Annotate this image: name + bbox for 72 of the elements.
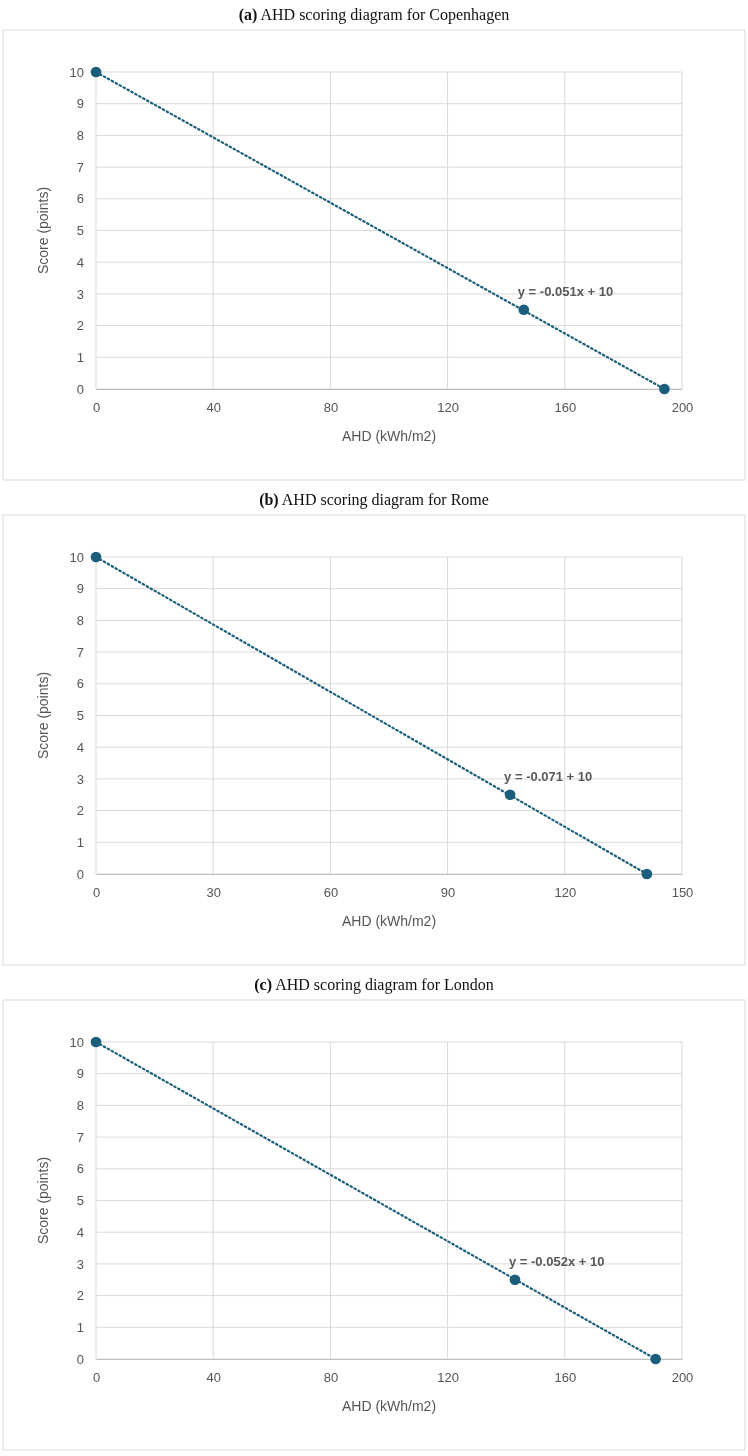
y-tick-label: 6	[76, 1161, 84, 1177]
y-tick-label: 10	[69, 549, 84, 565]
y-axis-title: Score (points)	[35, 186, 51, 275]
annotation: y = -0.052x + 10	[508, 1253, 605, 1269]
y-axis-title: Score (points)	[35, 1156, 51, 1245]
y-tick-label: 6	[76, 191, 84, 207]
x-tick-label: 150	[671, 885, 694, 901]
y-tick-label: 1	[76, 349, 84, 365]
y-tick-label: 6	[76, 676, 84, 692]
x-tick-label: 0	[92, 1370, 101, 1386]
y-tick-label: 10	[69, 64, 84, 80]
x-axis-title: AHD (kWh/m2)	[341, 428, 437, 444]
y-tick-label: 5	[76, 708, 84, 724]
y-tick-label: 4	[76, 254, 84, 270]
y-axis-title: Score (points)	[35, 671, 51, 760]
y-tick-label: 7	[76, 1129, 84, 1145]
x-tick-label: 120	[554, 885, 577, 901]
x-axis-title: AHD (kWh/m2)	[341, 913, 437, 929]
y-tick-label: 3	[76, 771, 84, 787]
y-tick-label: 7	[76, 159, 84, 175]
y-tick-label: 2	[76, 1288, 84, 1304]
y-tick-label: 10	[69, 1034, 84, 1050]
point	[650, 1353, 661, 1365]
chart-title: (c) AHD scoring diagram for London	[254, 976, 494, 994]
annotation: y = -0.051x + 10	[517, 283, 614, 299]
x-tick-label: 120	[437, 1370, 459, 1386]
x-tick-label: 90	[440, 885, 456, 901]
x-tick-label: 200	[671, 1370, 694, 1386]
x-axis-title: AHD (kWh/m2)	[341, 1398, 437, 1414]
y-tick-label: 0	[76, 1351, 84, 1367]
x-tick-label: 30	[206, 885, 221, 901]
y-tick-label: 4	[76, 1224, 84, 1240]
point	[641, 868, 653, 880]
x-tick-label: 160	[554, 1370, 577, 1386]
point	[509, 1274, 521, 1286]
x-tick-label: 120	[437, 400, 459, 416]
point	[518, 304, 530, 316]
x-tick-label: 80	[323, 1370, 339, 1386]
chart-title: (a) AHD scoring diagram for Copenhagen	[238, 6, 510, 24]
annotation: y = -0.071 + 10	[504, 768, 593, 784]
y-tick-label: 9	[76, 1066, 84, 1082]
y-tick-label: 2	[76, 803, 84, 819]
y-tick-label: 8	[76, 128, 84, 144]
point	[659, 383, 670, 395]
x-tick-label: 40	[206, 1370, 221, 1386]
y-tick-label: 3	[76, 286, 84, 302]
x-tick-label: 200	[671, 400, 694, 416]
y-tick-label: 5	[76, 223, 84, 239]
y-tick-label: 0	[76, 866, 84, 882]
y-tick-label: 8	[76, 1098, 84, 1114]
y-tick-label: 2	[76, 318, 84, 334]
y-tick-label: 0	[76, 381, 84, 397]
x-tick-label: 80	[323, 400, 339, 416]
y-tick-label: 7	[76, 644, 84, 660]
point	[504, 789, 516, 801]
point	[90, 551, 102, 563]
y-tick-label: 9	[76, 581, 84, 597]
x-tick-label: 160	[554, 400, 577, 416]
x-tick-label: 40	[206, 400, 221, 416]
point	[90, 1036, 102, 1048]
x-tick-label: 0	[92, 885, 101, 901]
x-tick-label: 0	[92, 400, 101, 416]
y-tick-label: 5	[76, 1193, 84, 1209]
y-tick-label: 4	[76, 739, 84, 755]
chart-title: (b) AHD scoring diagram for Rome	[259, 491, 489, 509]
y-tick-label: 1	[76, 1319, 84, 1335]
y-tick-label: 9	[76, 96, 84, 112]
y-tick-label: 1	[76, 834, 84, 850]
y-tick-label: 3	[76, 1256, 84, 1272]
point	[90, 66, 102, 78]
x-tick-label: 60	[323, 885, 339, 901]
y-tick-label: 8	[76, 613, 84, 629]
